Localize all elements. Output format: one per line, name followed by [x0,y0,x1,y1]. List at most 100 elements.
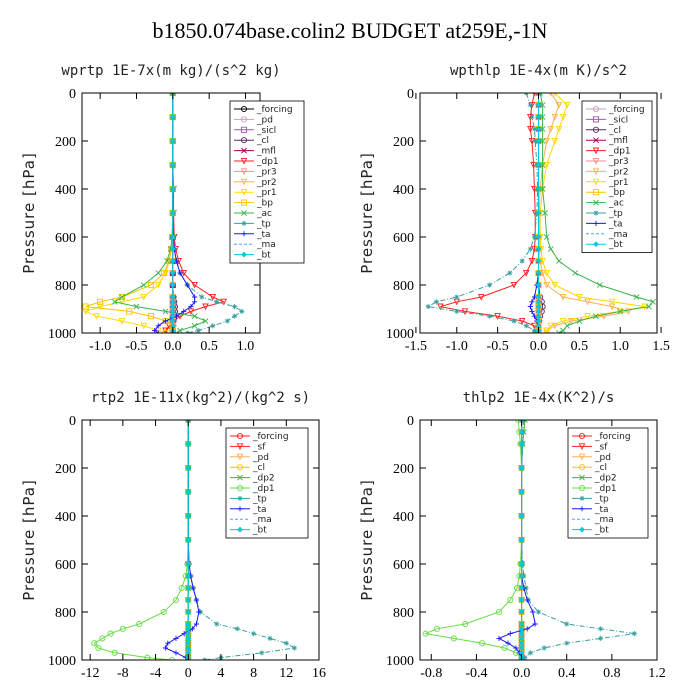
x-tick-label: 0.5 [571,339,589,354]
series-marker_pr2 [543,281,551,289]
series-marker_pr1 [140,322,148,330]
legend-marker [578,484,586,492]
series-marker_dp1 [518,317,526,325]
series-marker_dp1 [168,656,175,660]
series-marker_ta [196,609,202,615]
legend-label: _dp1 [608,147,631,157]
legend-marker [593,220,599,226]
series-marker_pr2 [547,125,555,133]
series-marker_dp1 [515,420,522,424]
series-marker_ac [543,234,550,240]
legend-label: _sf [252,442,266,452]
series-marker_tp [507,270,513,276]
series-marker_ac [592,313,599,320]
legend-marker [592,116,600,123]
series-marker_tp [532,138,538,144]
series-marker_bt [185,537,192,543]
series-marker_pr1 [551,137,559,145]
series-marker_ac [202,318,209,324]
series-marker_dp1 [136,620,143,628]
y-tick-label: 600 [393,558,414,573]
series-marker_bt [535,282,542,288]
series-marker_ac [111,298,118,305]
series-marker_ta [188,304,194,310]
y-axis-label: Pressure [hPa] [20,479,38,601]
panel-title: thlp2 1E-4x(K^2)/s [463,390,615,406]
series-marker_tp [239,308,245,314]
series-marker_bt [518,561,525,567]
legend-label: _cl [256,136,269,146]
series-marker_pr2 [555,101,563,109]
legend-label: _sf [594,442,608,452]
series-marker_tp [213,299,220,305]
series-marker_tp [531,234,538,240]
series-marker_bt [535,258,542,264]
legend-label: _mfl [608,136,628,146]
series-marker_tp [425,304,431,310]
series-marker_bt [518,429,525,435]
legend-label: _ma [252,515,272,525]
series-marker_dp1 [437,303,444,311]
series-marker_bt [518,609,525,615]
legend-marker [236,464,244,471]
series-marker_ta [162,318,169,324]
series-marker_pr1 [93,313,100,320]
legend-label: _ta [594,505,609,515]
legend-label: _mfl [256,147,276,157]
x-tick-label: 16 [312,666,326,681]
legend-marker [240,116,248,123]
legend-marker [240,168,248,176]
legend: _forcing_sf_pd_cl_dp2_dp1_tp_ta_ma_bt [567,427,649,539]
legend-label: _dp1 [256,157,279,167]
series-marker_bt [518,513,525,519]
series-marker_bt [169,186,176,192]
series-marker_ta [524,597,530,603]
legend-label: _forcing [608,105,645,115]
series-marker_ac [191,322,198,329]
series-marker_ac [556,330,562,333]
legend-label: _tp [252,494,267,504]
x-tick-label: 0.5 [200,339,218,354]
series-marker_pr1 [584,313,591,320]
series-marker_tp [259,650,265,656]
panel-title: rtp2 1E-11x(kg^2)/(kg^2 s) [91,390,310,406]
y-tick-label: 800 [393,606,414,621]
legend-marker [237,495,243,501]
series-marker_bt [535,270,542,276]
series-group [425,93,656,333]
legend-marker [240,137,248,144]
series-marker_pr1 [547,322,555,330]
legend-marker [237,526,243,533]
panel-title: wpthlp 1E-4x(m K)/s^2 [450,63,627,79]
series-marker_bt [518,537,525,543]
legend-box [581,100,653,254]
x-tick-label: 12 [279,666,293,681]
series-marker_tp [597,635,604,641]
series-marker_bt [518,465,525,471]
legend-label: _dp1 [594,484,617,494]
series-marker_tp [199,294,205,300]
series-marker_ta [162,645,168,651]
y-tick-label: 800 [393,279,414,294]
series-marker_pr2 [551,322,559,330]
legend-marker [592,126,600,133]
series-line_tp [426,93,539,333]
x-tick-label: 0.0 [530,339,548,354]
series-line_dp1 [93,420,189,660]
y-tick-label: 400 [393,510,414,525]
series-marker_tp [527,246,533,252]
legend-marker [592,189,600,196]
series-marker_tp [511,318,517,324]
series-marker_bt [535,186,542,192]
series-marker_dp1 [433,625,440,632]
legend-marker [592,147,600,155]
legend-marker [592,157,600,165]
series-marker_dp1 [501,644,508,652]
y-tick-label: 200 [393,135,414,150]
series-marker_bt [185,585,192,591]
y-tick-label: 1000 [48,654,76,669]
series-marker_pr1 [543,269,551,277]
legend-label: _ac [608,199,624,209]
series-marker_ta [532,621,538,627]
series-marker_dp1 [111,649,118,656]
